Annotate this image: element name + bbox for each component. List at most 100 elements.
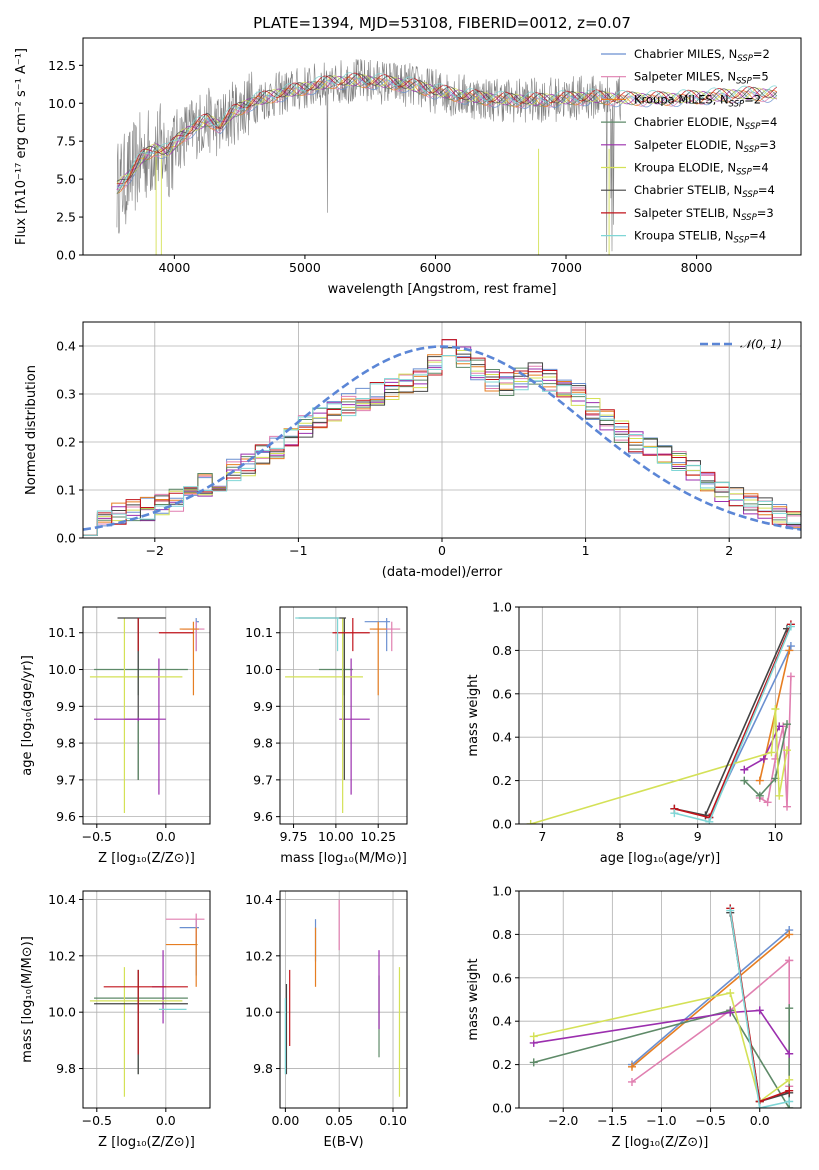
legend-text: Kroupa STELIB, N [634, 229, 734, 243]
weight-marker [529, 1032, 538, 1041]
y-tick-label: 7.5 [56, 134, 76, 149]
y-tick-label: 9.9 [56, 699, 76, 714]
x-axis-label: Z [log₁₀(Z/Z⊙)] [98, 851, 195, 866]
x-tick-label: −1 [289, 543, 307, 558]
x-tick-label: 0.10 [379, 1113, 407, 1128]
x-tick-label: −1.5 [597, 1113, 627, 1128]
legend-text: Chabrier ELODIE, N [634, 115, 745, 129]
weight-marker [785, 930, 794, 939]
legend-text: =5 [752, 70, 769, 84]
y-tick-label: 10.2 [48, 948, 76, 963]
y-tick-label: 0.8 [492, 927, 512, 942]
legend-text: Salpeter ELODIE, N [634, 138, 744, 152]
histogram-steps [83, 355, 801, 538]
y-tick-label: 1.0 [492, 600, 512, 615]
weight-marker [726, 1008, 735, 1017]
model-fit-line [116, 76, 778, 195]
axes-frame [518, 606, 802, 825]
plot-area [89, 913, 205, 1097]
weight-line [533, 1008, 790, 1108]
weight-marker [783, 720, 792, 729]
axes-frame [82, 606, 211, 825]
mass-vs-metallicity-panel: −0.5 0.0 9.8 10.0 10.2 10.4 Z [log₁₀(Z/Z⊙)] mas… [20, 890, 211, 1150]
y-axis-label: age [log₁₀(age/yr)] [20, 655, 35, 776]
x-tick-label: 2 [725, 543, 733, 558]
x-tick-label: 7000 [550, 260, 582, 275]
y-tick-label: 0.3 [56, 387, 76, 402]
y-tick-label: 0.6 [492, 686, 512, 701]
legend-sub: SSP [736, 168, 752, 178]
weight-marker [627, 1077, 636, 1086]
y-tick-label: 9.8 [56, 736, 76, 751]
y-axis-label: Normed distribution [24, 365, 39, 495]
weight-line [729, 910, 790, 1108]
weight-marker [740, 765, 749, 774]
legend-text: =2 [753, 47, 770, 61]
y-tick-label: 0.0 [56, 531, 76, 546]
y-tick-label: 0.4 [56, 339, 76, 354]
plot-area [526, 620, 795, 824]
y-tick-label: 9.9 [253, 699, 273, 714]
legend-entry: 𝒩(0, 1) [740, 337, 782, 351]
weight-marker [786, 642, 795, 651]
mass-weight-vs-metallicity-panel: −2.0 −1.5 −1.0 −0.5 0.0 0.0 0.2 0.4 0.6 0.8 1.0 Z [… [466, 884, 802, 1150]
y-tick-label: 0.1 [56, 483, 76, 498]
y-axis-label: mass weight [466, 674, 481, 756]
axes-frame [279, 606, 408, 825]
x-axis-label: Z [log₁₀(Z/Z⊙)] [98, 1135, 195, 1150]
x-tick-label: 8000 [681, 260, 713, 275]
y-tick-label: 0.8 [492, 643, 512, 658]
y-axis-label: Flux [fλ10⁻¹⁷ erg cm⁻² s⁻¹ A⁻¹] [14, 48, 29, 245]
mass-weight-vs-age-panel: 7 8 9 10 0.0 0.2 0.4 0.6 0.8 1.0 age [log₁₀(age/yr… [466, 600, 802, 866]
y-tick-label: 0.2 [492, 773, 512, 788]
legend-text: =4 [749, 229, 766, 243]
y-tick-label: 9.6 [253, 809, 273, 824]
y-tick-label: 9.8 [253, 1061, 273, 1076]
legend-entry: Kroupa ELODIE, NSSP=4 [634, 161, 769, 178]
axes-frame [518, 890, 802, 1109]
x-tick-label: −2.0 [548, 1113, 578, 1128]
y-tick-label: 10.0 [48, 1005, 76, 1020]
weight-marker [529, 1058, 538, 1067]
y-tick-label: 0.0 [492, 1101, 512, 1116]
axes-frame [82, 890, 211, 1109]
y-tick-label: 0.0 [492, 817, 512, 832]
legend-text: Chabrier MILES, N [634, 47, 737, 61]
x-tick-label: 0.0 [156, 1113, 176, 1128]
weight-marker [786, 672, 795, 681]
weight-marker [785, 1004, 794, 1013]
x-tick-label: 0 [438, 543, 446, 558]
x-tick-label: 0.00 [271, 1113, 299, 1128]
model-fit-line [116, 72, 778, 185]
weight-marker [785, 1049, 794, 1058]
y-tick-label: 9.7 [253, 772, 273, 787]
legend-sub: SSP [744, 145, 760, 155]
weight-marker [726, 988, 735, 997]
plot-area [116, 58, 778, 255]
x-axis-label: Z [log₁₀(Z/Z⊙)] [612, 1135, 709, 1150]
legend-entry: Salpeter ELODIE, NSSP=3 [634, 138, 776, 155]
y-tick-label: 10.0 [245, 1005, 273, 1020]
legend-sub: SSP [742, 190, 758, 200]
axes-frame [279, 890, 408, 1109]
x-axis-label: wavelength [Angstrom, rest frame] [328, 282, 557, 297]
y-axis-label: mass weight [466, 958, 481, 1040]
y-tick-label: 10.0 [48, 96, 76, 111]
weight-marker [783, 746, 792, 755]
weight-marker [705, 817, 714, 824]
x-tick-label: 1 [582, 543, 590, 558]
x-tick-label: −2 [146, 543, 164, 558]
weight-marker [786, 622, 795, 631]
x-axis-label: age [log₁₀(age/yr)] [600, 851, 721, 866]
legend-text: =3 [759, 138, 776, 152]
weight-marker [759, 754, 768, 763]
x-tick-label: 0.0 [750, 1113, 770, 1128]
legend-entry: Chabrier STELIB, NSSP=4 [634, 183, 775, 200]
weight-marker [771, 704, 780, 713]
plot-area [529, 904, 794, 1108]
y-tick-label: 12.5 [48, 58, 76, 73]
age-vs-mass-panel: 9.75 10.00 10.25 9.6 9.7 9.8 9.9 10.0 10.1 mass [… [245, 606, 408, 866]
legend-sub: SSP [736, 77, 752, 87]
y-tick-label: 10.0 [245, 662, 273, 677]
